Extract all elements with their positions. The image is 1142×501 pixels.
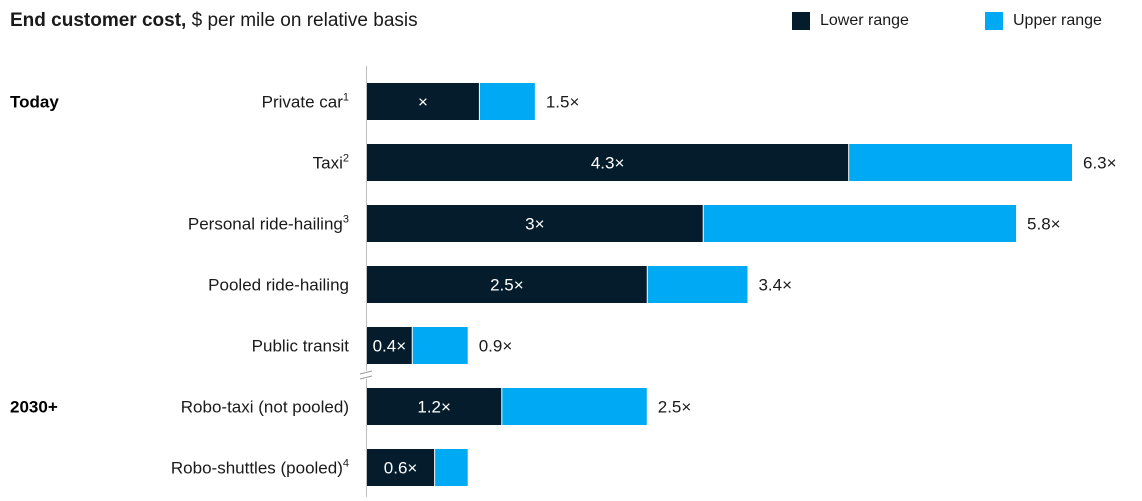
lower-value-label: 3×: [525, 215, 544, 234]
bar-upper: [412, 327, 468, 364]
category-label-text: Private car: [262, 93, 344, 112]
axis-break-mark: [359, 370, 373, 375]
category-label: Taxi2: [313, 153, 349, 173]
bar-lower: [367, 144, 849, 181]
bar-lower: [367, 327, 412, 364]
bar-upper: [479, 83, 535, 120]
axis-break-mark: [359, 375, 373, 380]
bar-lower: [367, 266, 647, 303]
category-label-text: Public transit: [252, 337, 350, 356]
category-label: Public transit: [252, 337, 350, 356]
lower-value-label: 2.5×: [490, 276, 524, 295]
category-label-text: Pooled ride-hailing: [208, 276, 349, 295]
bar-lower: [367, 83, 479, 120]
legend-lower: Lower range: [792, 12, 909, 30]
footnote-marker: 1: [343, 92, 349, 104]
upper-value-label: 6.3×: [1083, 154, 1117, 173]
upper-value-label: 0.9×: [479, 337, 513, 356]
bar-upper: [849, 144, 1072, 181]
bar-lower: [367, 388, 502, 425]
chart-title-rest: $ per mile on relative basis: [186, 10, 418, 31]
group-label: 2030+: [10, 398, 58, 417]
upper-value-label: 3.4×: [758, 276, 792, 295]
category-label: Robo-taxi (not pooled): [181, 398, 349, 417]
lower-value-label: 1.2×: [417, 398, 451, 417]
bar-lower: [367, 449, 435, 486]
lower-value-label: ×: [418, 93, 428, 112]
category-label: Robo-shuttles (pooled)4: [171, 458, 349, 478]
legend-lower-label: Lower range: [820, 12, 909, 29]
category-label-text: Robo-taxi (not pooled): [181, 398, 349, 417]
axis-break-gap: [359, 371, 373, 379]
bar-upper: [647, 266, 748, 303]
legend-upper-label: Upper range: [1013, 12, 1102, 29]
lower-value-label: 0.4×: [373, 337, 407, 356]
legend-lower-swatch: [792, 12, 810, 30]
category-label: Pooled ride-hailing: [208, 276, 349, 295]
footnote-marker: 4: [343, 458, 349, 470]
bar-lower: [367, 205, 703, 242]
lower-value-label: 4.3×: [591, 154, 625, 173]
category-label: Private car1: [262, 92, 349, 112]
footnote-marker: 3: [343, 214, 349, 226]
category-label: Personal ride-hailing3: [188, 214, 349, 234]
bar-upper: [502, 388, 647, 425]
bar-upper: [435, 449, 468, 486]
upper-value-label: 1.5×: [546, 93, 580, 112]
legend-upper: Upper range: [985, 12, 1102, 30]
upper-value-label: 5.8×: [1027, 215, 1061, 234]
chart-title: End customer cost, $ per mile on relativ…: [10, 10, 418, 32]
legend-upper-swatch: [985, 12, 1003, 30]
lower-value-label: 0.6×: [384, 459, 418, 478]
upper-value-label: 2.5×: [658, 398, 692, 417]
category-label-text: Personal ride-hailing: [188, 215, 343, 234]
category-label-text: Robo-shuttles (pooled): [171, 459, 343, 478]
category-label-text: Taxi: [313, 154, 343, 173]
bar-upper: [703, 205, 1017, 242]
group-label: Today: [10, 93, 59, 112]
footnote-marker: 2: [343, 153, 349, 165]
chart-title-bold: End customer cost,: [10, 10, 187, 31]
